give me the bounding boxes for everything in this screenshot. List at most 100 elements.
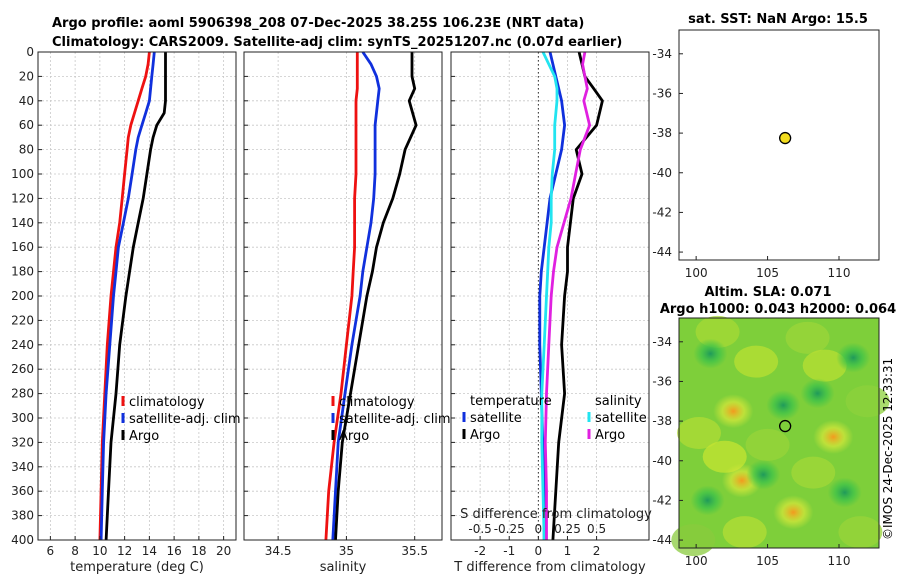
y-tick-label: -34 [652, 335, 672, 349]
heatmap-high-blob [773, 495, 814, 530]
x-tick-label: -1 [503, 544, 515, 558]
difference-panel: -2 -1 0 1 2 T difference from climatology S di… [450, 51, 652, 575]
x2-axis-label: S difference from climatology [460, 507, 652, 522]
y-tick-label: 300 [11, 411, 34, 425]
x-tick-label: 34.5 [265, 544, 292, 558]
legend-heading-salinity: salinity [595, 394, 642, 409]
heatmap-high-blob [813, 419, 854, 454]
y-tick-label: 160 [11, 240, 34, 254]
y-tick-label: 340 [11, 460, 34, 474]
series-line-blue [331, 51, 381, 541]
x-tick-label: 110 [828, 266, 851, 280]
x-tick-label: 20 [216, 544, 231, 558]
legend-label: climatology [339, 395, 415, 410]
series-line-magenta [543, 51, 591, 540]
y-tick-label: -36 [652, 374, 672, 388]
legend-label: satellite [595, 411, 647, 426]
y-tick-label: -40 [652, 454, 672, 468]
y-tick-label: 100 [11, 167, 34, 181]
x-axis-label: salinity [320, 560, 367, 575]
y-tick-label: 280 [11, 387, 34, 401]
x-tick-label: 100 [685, 554, 708, 568]
x-tick-label: 12 [117, 544, 132, 558]
series-line-black [551, 51, 604, 541]
legend-label: Argo [129, 429, 159, 444]
y-tick-label: -42 [652, 205, 672, 219]
salinity-panel: 34.5 35 35.5 salinity climatology satellite-a… [243, 51, 451, 575]
x-tick-label: 35 [339, 544, 354, 558]
heatmap-texture [802, 349, 847, 382]
heatmap-low-blob [827, 477, 862, 508]
heatmap-low-blob [746, 459, 781, 490]
sla-map-panel: 100 105 110 -34 -36 -38 -40 -42 -44 [652, 315, 890, 568]
map-frame [678, 29, 880, 261]
legend-label: Argo [595, 428, 625, 443]
y-tick-label: 40 [19, 94, 34, 108]
x2-tick-label: -0.5 [468, 522, 491, 536]
y-tick-label: 380 [11, 509, 34, 523]
map-background [679, 30, 879, 260]
series-line-blue [99, 51, 156, 541]
legend-label: Argo [470, 428, 500, 443]
y-tick-label: -40 [652, 166, 672, 180]
y-tick-label: 240 [11, 338, 34, 352]
argo-location-marker [778, 419, 792, 433]
y-tick-label: 140 [11, 216, 34, 230]
y-tick-label: 0 [26, 45, 34, 59]
y-tick-label: -44 [652, 245, 672, 259]
x-tick-label: 8 [71, 544, 79, 558]
y-tick-label: 320 [11, 435, 34, 449]
heatmap-low-blob [693, 338, 728, 369]
series-line-black [104, 52, 167, 541]
y-tick-label: 60 [19, 118, 34, 132]
x-tick-label: 14 [142, 544, 157, 558]
heatmap-low-blob [766, 390, 801, 421]
heatmap-texture [734, 345, 779, 378]
temperature-panel: 0 20 40 60 80 100 120 140 160 180 200 220 240 260 280 3… [11, 45, 241, 575]
legend-label: satellite-adj. clim [339, 412, 451, 427]
x-tick-label: 105 [756, 266, 779, 280]
x-tick-label: 2 [593, 544, 601, 558]
heatmap-low-blob [800, 378, 835, 409]
legend-label: climatology [129, 395, 205, 410]
sla-map-title-1: Altim. SLA: 0.071 [705, 285, 832, 300]
x-tick-label: 100 [685, 266, 708, 280]
x2-tick-label: 0.5 [587, 522, 606, 536]
x2-tick-label: 0.25 [554, 522, 581, 536]
heatmap-texture [785, 321, 830, 354]
series-line-red [324, 52, 359, 541]
heatmap-texture [745, 428, 790, 461]
y-tick-label: 260 [11, 362, 34, 376]
x-axis-label: T difference from climatology [453, 560, 646, 575]
y-tick-label: -34 [652, 47, 672, 61]
heatmap-texture [722, 516, 767, 549]
imos-credit: ©IMOS 24-Dec-2025 12:33:31 [881, 358, 895, 540]
y-tick-label: -42 [652, 493, 672, 507]
legend-label: satellite-adj. clim [129, 412, 241, 427]
x-tick-label: 105 [756, 554, 779, 568]
x2-tick-label: 0 [535, 522, 543, 536]
y-tick-label: 400 [11, 533, 34, 547]
legend-label: satellite [470, 411, 522, 426]
map-frame [678, 317, 880, 549]
sla-map-title-2: Argo h1000: 0.043 h2000: 0.064 [660, 302, 896, 317]
legend-label: Argo [339, 429, 369, 444]
x-tick-label: 16 [166, 544, 181, 558]
y-tick-label: -36 [652, 86, 672, 100]
title-line-1: Argo profile: aoml 5906398_208 07-Dec-20… [52, 16, 584, 31]
y-tick-label: 80 [19, 143, 34, 157]
heatmap-texture [791, 456, 836, 489]
x-tick-label: 10 [92, 544, 107, 558]
heatmap-texture [677, 417, 721, 449]
x-tick-label: 35.5 [401, 544, 428, 558]
heatmap-low-blob [836, 342, 871, 373]
x-tick-label: 1 [564, 544, 572, 558]
heatmap-high-blob [713, 394, 754, 429]
heatmap-texture [838, 516, 883, 549]
x-tick-label: 6 [47, 544, 55, 558]
y-tick-label: 220 [11, 313, 34, 327]
heatmap-low-blob [690, 485, 725, 516]
title-line-2: Climatology: CARS2009. Satellite-adj cli… [52, 35, 622, 50]
sst-map-panel: 100 105 110 -34 -36 -38 -40 -42 -44 [652, 29, 880, 280]
